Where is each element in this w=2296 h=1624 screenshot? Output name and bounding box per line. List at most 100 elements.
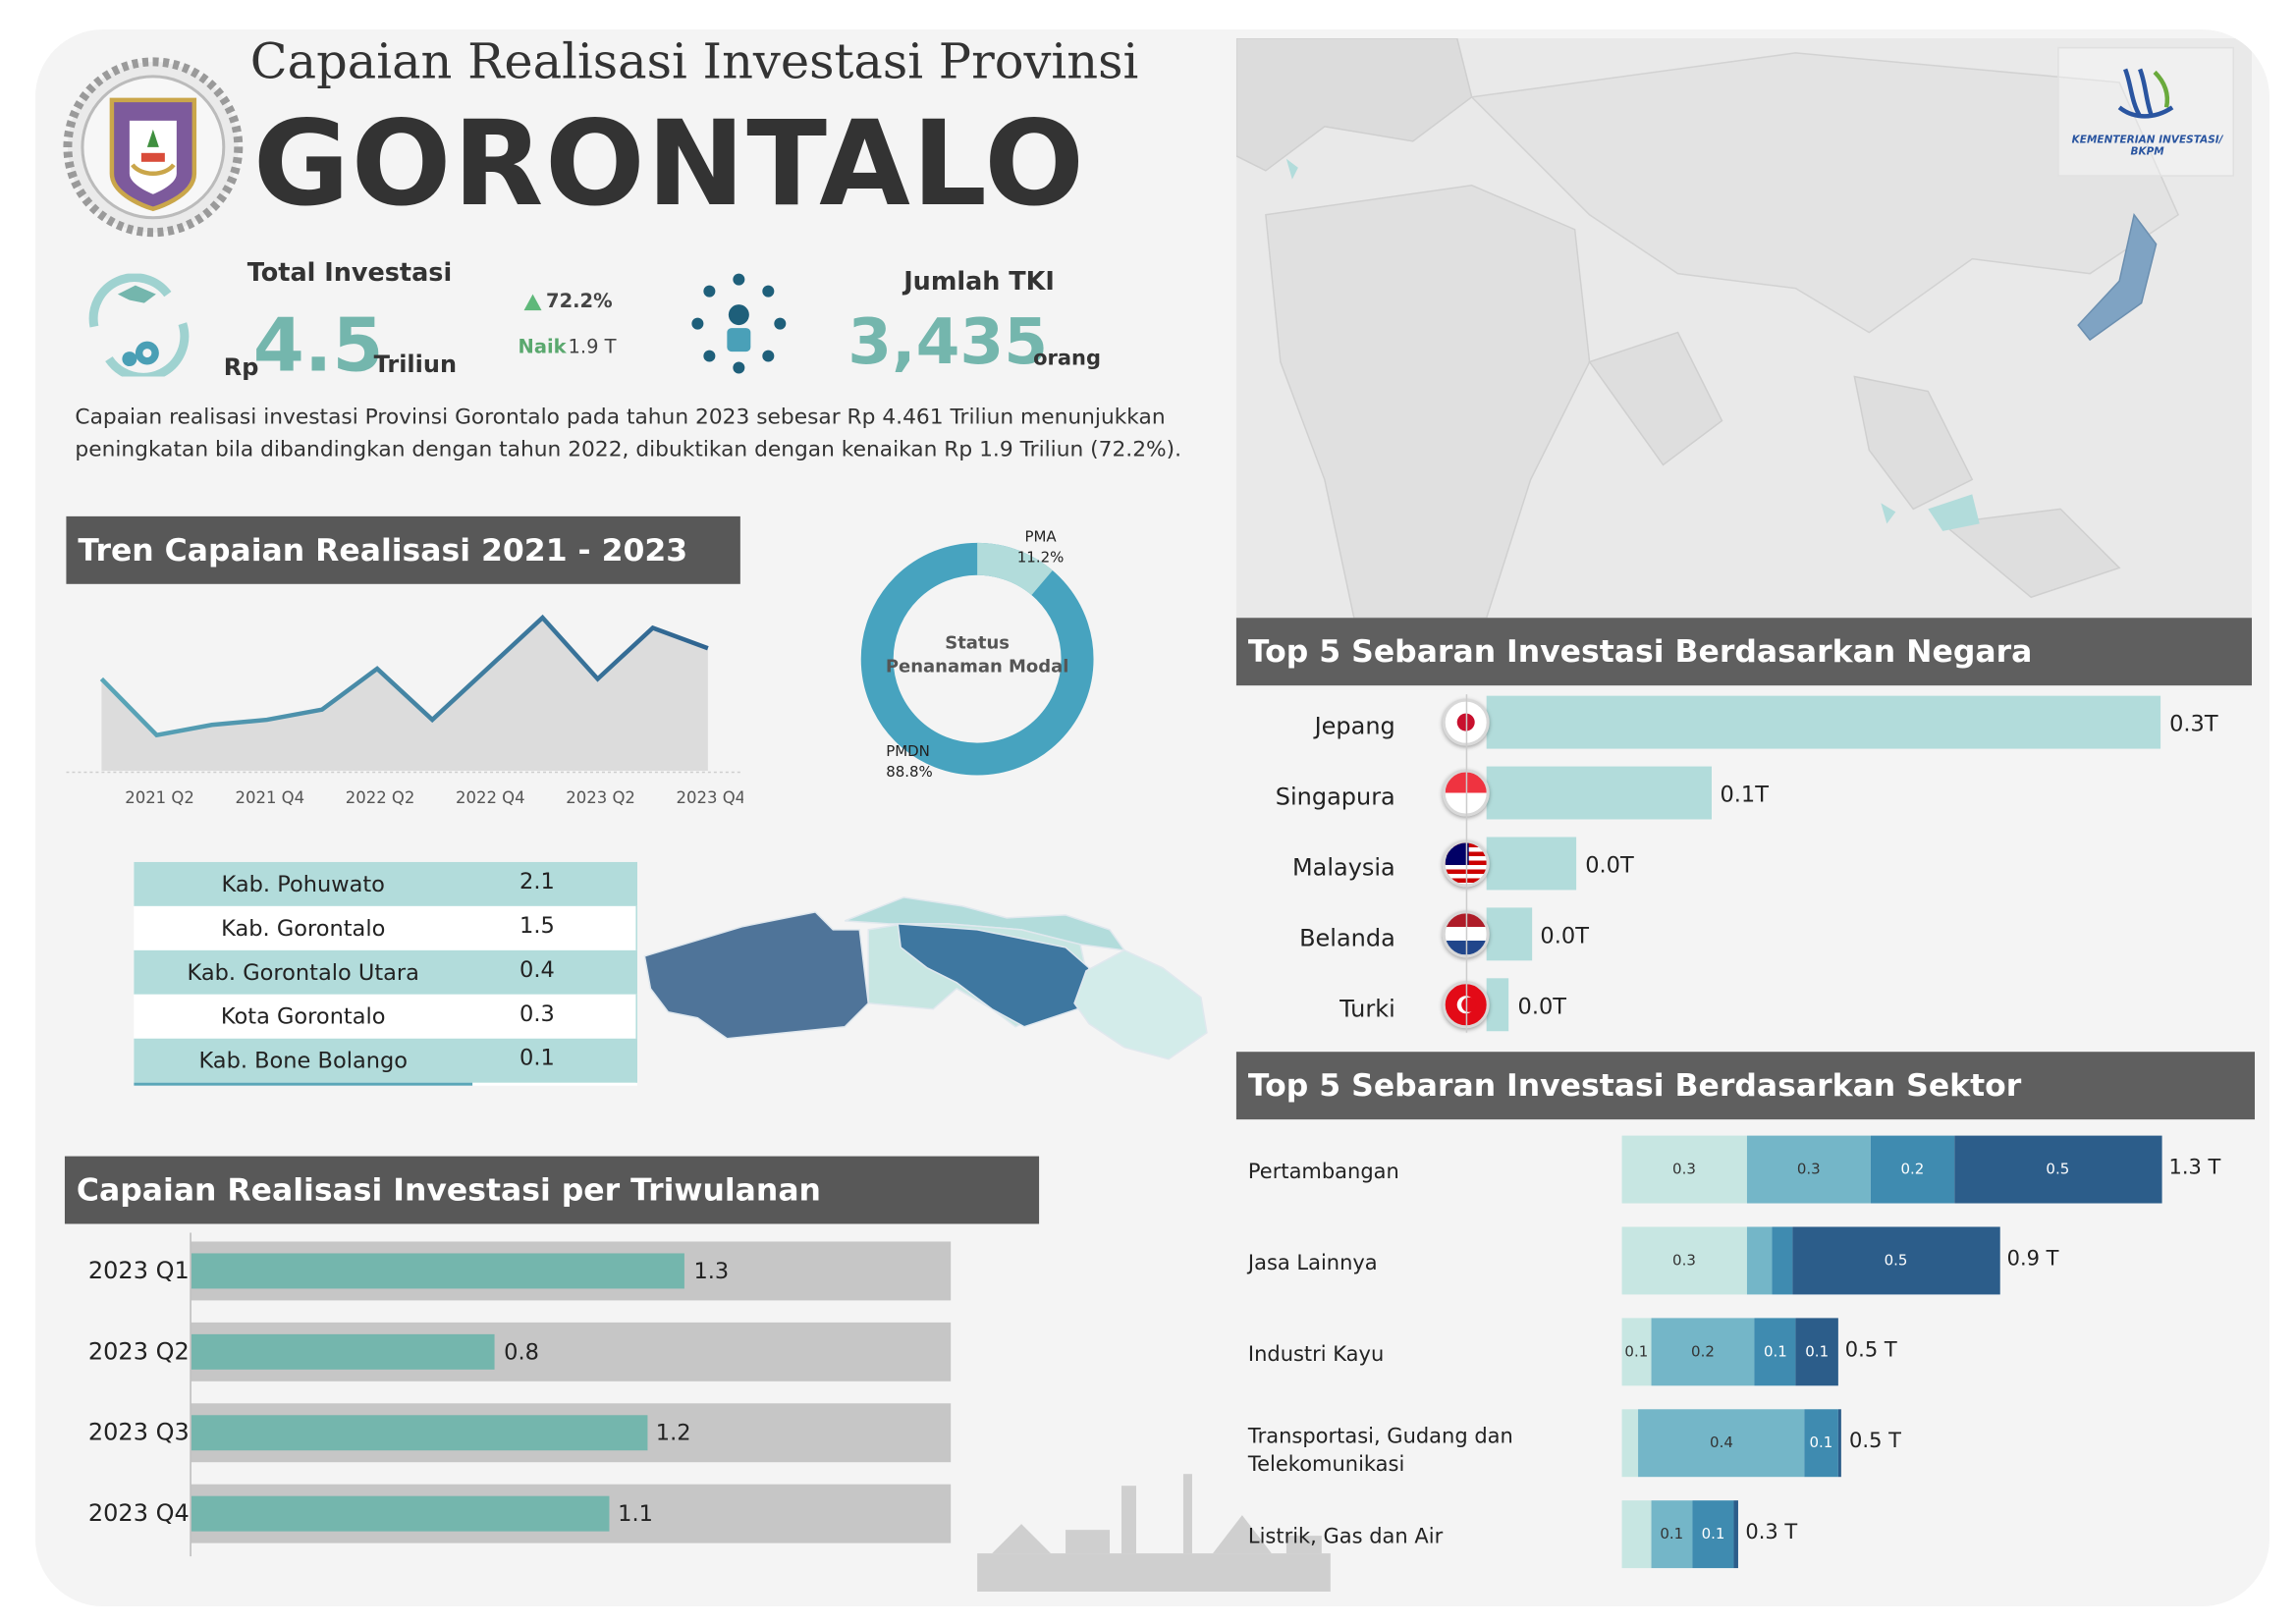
sector-segment[interactable]: 0.1 xyxy=(1804,1409,1838,1478)
quarterly-bar[interactable] xyxy=(191,1495,610,1532)
sector-label-line: Industri Kayu xyxy=(1247,1342,1385,1367)
quarterly-bar[interactable] xyxy=(191,1253,685,1289)
trend-tick-label: 2022 Q4 xyxy=(456,788,525,807)
sector-segment[interactable] xyxy=(1621,1500,1652,1569)
sector-segment[interactable] xyxy=(1746,1226,1772,1295)
country-value: 0.0T xyxy=(1585,851,1634,879)
trend-tick-label: 2021 Q4 xyxy=(236,788,305,807)
sector-total: 0.9 T xyxy=(2006,1247,2059,1272)
donut-label-pmdn-value: 88.8% xyxy=(886,763,933,781)
sector-segment[interactable]: 0.5 xyxy=(1791,1226,2000,1295)
sector-segment[interactable] xyxy=(1621,1409,1639,1478)
description-line-1: Capaian realisasi investasi Provinsi Gor… xyxy=(75,406,1166,430)
sector-label: Jasa Lainnya xyxy=(1248,1250,1378,1277)
sector-segment[interactable]: 0.3 xyxy=(1621,1135,1747,1204)
country-bar[interactable] xyxy=(1486,907,1532,961)
skyline-watermark xyxy=(977,1474,1331,1593)
donut-chart[interactable]: Status Penanaman Modal PMA 11.2% PMDN 88.8% xyxy=(845,517,1110,794)
donut-center-line2: Penanaman Modal xyxy=(886,657,1068,677)
country-bar[interactable] xyxy=(1486,695,2161,749)
sector-segment[interactable]: 0.2 xyxy=(1871,1135,1954,1204)
sector-label-line: Listrik, Gas dan Air xyxy=(1247,1525,1444,1549)
region-table: Kab. Pohuwato 2.1 Kab. Gorontalo 1.5 Kab. Go… xyxy=(134,861,637,1086)
sector-segment[interactable]: 0.1 xyxy=(1692,1500,1734,1569)
region-row[interactable]: Kab. Bone Bolango 0.1 xyxy=(134,1038,637,1083)
japan-shape xyxy=(2077,212,2158,342)
country-value: 0.1T xyxy=(1720,781,1769,808)
tki-title: Jumlah TKI xyxy=(903,267,1055,298)
gorontalo-map[interactable] xyxy=(638,886,1212,1065)
trend-point[interactable] xyxy=(481,663,493,675)
country-value: 0.0T xyxy=(1540,922,1589,949)
world-map[interactable]: KEMENTERIAN INVESTASI/ BKPM xyxy=(1235,37,2253,619)
country-label: Belanda xyxy=(1299,923,1395,952)
sector-segment[interactable]: 0.4 xyxy=(1638,1409,1805,1478)
sector-segment[interactable]: 0.3 xyxy=(1621,1226,1747,1295)
tki-unit: orang xyxy=(1033,347,1101,371)
trend-point[interactable] xyxy=(206,719,218,731)
trend-point[interactable] xyxy=(151,730,163,741)
sector-label-line: Pertambangan xyxy=(1247,1161,1399,1185)
trend-point[interactable] xyxy=(426,714,438,726)
sector-label: Transportasi, Gudang dan Telekomunikasi xyxy=(1248,1424,1513,1480)
trend-point[interactable] xyxy=(371,663,383,675)
change-up-icon xyxy=(523,294,542,311)
region-row[interactable]: Kab. Gorontalo Utara 0.4 xyxy=(134,949,637,995)
sector-total: 0.5 T xyxy=(1849,1430,1901,1454)
quarterly-value: 0.8 xyxy=(504,1338,539,1366)
sector-segment[interactable]: 0.5 xyxy=(1953,1135,2161,1204)
sector-total: 0.5 T xyxy=(1844,1338,1897,1363)
sector-segment[interactable]: 0.1 xyxy=(1754,1318,1797,1386)
trend-tick-label: 2023 Q4 xyxy=(677,788,743,807)
country-chart[interactable]: Jepang 0.3T Singapura 0.1T Malaysia 0.0T Belan… xyxy=(1236,694,2252,1048)
ministry-logo-text: KEMENTERIAN INVESTASI/ BKPM xyxy=(2071,134,2223,158)
country-bar[interactable] xyxy=(1486,766,1712,820)
quarterly-bar[interactable] xyxy=(191,1333,496,1370)
region-row[interactable]: Kab. Pohuwato 2.1 xyxy=(134,861,637,906)
country-value: 0.3T xyxy=(2169,710,2218,737)
sectors-title: Top 5 Sebaran Investasi Berdasarkan Sekt… xyxy=(1235,1052,2256,1120)
trend-point[interactable] xyxy=(536,612,548,623)
trend-tick-label: 2023 Q2 xyxy=(566,788,635,807)
trend-tick-label: 2022 Q2 xyxy=(346,788,415,807)
region-name: Kab. Bone Bolango xyxy=(198,1047,408,1074)
region-name: Kab. Gorontalo Utara xyxy=(187,958,419,986)
trend-point[interactable] xyxy=(316,704,328,716)
region-row[interactable]: Kab. Gorontalo 1.5 xyxy=(134,905,637,950)
donut-center-line1: Status xyxy=(945,633,1010,654)
trend-tick-label: 2021 Q2 xyxy=(125,788,194,807)
region-row[interactable]: Kota Gorontalo 0.3 xyxy=(134,994,637,1039)
description-line-2: peningkatan bila dibandingkan dengan tah… xyxy=(75,438,1182,462)
region-name: Kab. Pohuwato xyxy=(221,870,385,897)
donut-slice-pmdn[interactable] xyxy=(860,542,1094,776)
trend-point[interactable] xyxy=(95,673,107,684)
country-bar[interactable] xyxy=(1486,837,1577,891)
sector-segment[interactable] xyxy=(1771,1226,1792,1295)
country-bar[interactable] xyxy=(1486,978,1509,1032)
world-map-svg xyxy=(1235,37,2180,619)
sector-segment[interactable]: 0.1 xyxy=(1621,1318,1652,1386)
total-investasi-value: 4.5 xyxy=(252,302,384,389)
sector-segment[interactable] xyxy=(1733,1500,1738,1569)
sector-segment[interactable]: 0.2 xyxy=(1651,1318,1755,1386)
trend-point[interactable] xyxy=(702,642,714,654)
sector-segment[interactable]: 0.3 xyxy=(1746,1135,1872,1204)
trend-point[interactable] xyxy=(592,673,604,684)
sector-segment[interactable]: 0.1 xyxy=(1651,1500,1693,1569)
tki-value: 3,435 xyxy=(847,305,1049,380)
sector-label-line: Jasa Lainnya xyxy=(1247,1251,1378,1275)
donut-label-pmdn-name: PMDN xyxy=(886,742,930,760)
trend-point[interactable] xyxy=(647,622,659,633)
region-value: 2.1 xyxy=(519,867,555,894)
sector-chart[interactable]: Pertambangan 0.3 0.3 0.2 0.5 1.3 T Jasa Lainny… xyxy=(1236,1130,2255,1586)
quarterly-bar[interactable] xyxy=(191,1415,647,1451)
trend-point[interactable] xyxy=(261,714,273,726)
sector-segment[interactable]: 0.1 xyxy=(1796,1318,1838,1386)
quarterly-chart[interactable]: 2023 Q1 1.3 2023 Q2 0.8 2023 Q3 1.2 2023 Q4 1.1 xyxy=(65,1232,1007,1557)
trend-chart[interactable]: 2021 Q2 2021 Q4 2022 Q2 2022 Q4 2023 Q2 2023 … xyxy=(66,588,743,809)
change-value: 1.9 T xyxy=(568,337,617,359)
total-investasi-title: Total Investasi xyxy=(246,258,453,289)
sector-total: 1.3 T xyxy=(2168,1156,2221,1180)
sector-segment[interactable] xyxy=(1837,1409,1842,1478)
quarterly-axis xyxy=(190,1232,191,1557)
